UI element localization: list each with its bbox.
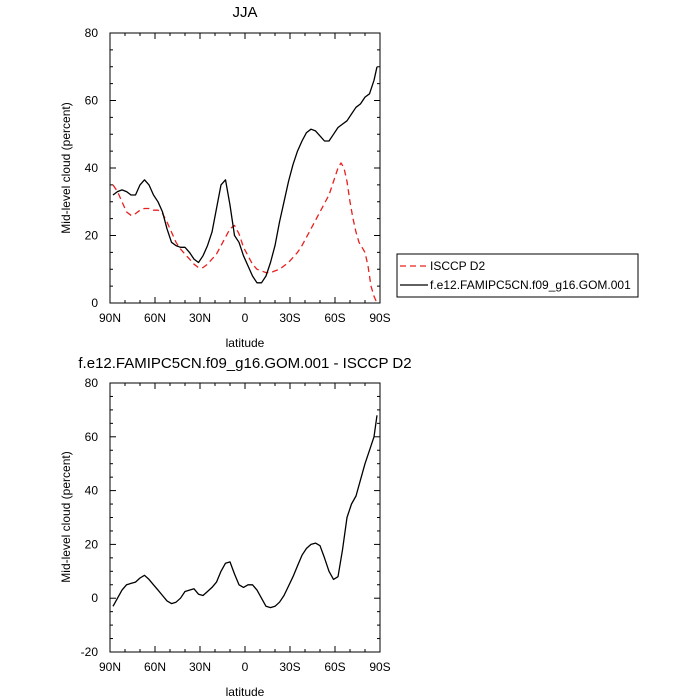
top-y-tick-label: 60 — [85, 94, 99, 108]
top-plot-frame — [109, 32, 381, 304]
bottom-panel: f.e12.FAMIPC5CN.f09_g16.GOM.001 - ISCCP … — [59, 355, 412, 699]
bottom-x-tick-label: 90N — [99, 660, 121, 674]
bottom-y-tick-label: 20 — [85, 537, 99, 551]
top-series-line-1 — [112, 162, 378, 304]
bottom-y-tick-label: -20 — [81, 645, 99, 659]
bottom-y-axis-label: Mid-level cloud (percent) — [59, 451, 73, 582]
bottom-x-tick-label: 30N — [189, 660, 211, 674]
top-x-axis-label: latitude — [226, 336, 265, 350]
top-panel: JJA 90N 60N 30N 0 30S 60S 90S 0 20 40 60 80 latitud… — [59, 4, 391, 350]
top-x-tick-label: 30N — [189, 311, 211, 325]
bottom-plot-area: 90N 60N 30N 0 30S 60S 90S -20 0 20 40 60 80 — [81, 376, 391, 674]
top-x-tick-label: 60N — [144, 311, 166, 325]
bottom-y-tick-label: 60 — [85, 430, 99, 444]
legend-label-model: f.e12.FAMIPC5CN.f09_g16.GOM.001 — [430, 278, 631, 292]
top-x-tick-label: 60S — [324, 311, 345, 325]
bottom-x-tick-label: 90S — [369, 660, 390, 674]
top-y-axis-label: Mid-level cloud (percent) — [59, 102, 73, 233]
bottom-x-tick-label: 60S — [324, 660, 345, 674]
top-plot-area: 90N 60N 30N 0 30S 60S 90S 0 20 40 60 80 — [85, 26, 391, 325]
bottom-series-line-1 — [112, 415, 378, 609]
bottom-x-tick-label: 0 — [242, 660, 249, 674]
legend-label-isccp: ISCCP D2 — [430, 259, 485, 273]
bottom-y-tick-label: 40 — [85, 484, 99, 498]
top-x-tick-label: 90S — [369, 311, 390, 325]
bottom-y-tick-label: 0 — [91, 591, 98, 605]
top-chart-title: JJA — [232, 4, 257, 21]
legend-box — [396, 253, 639, 298]
bottom-y-tick-label: 80 — [85, 376, 99, 390]
bottom-chart-title: f.e12.FAMIPC5CN.f09_g16.GOM.001 - ISCCP … — [78, 355, 411, 372]
top-y-tick-label: 80 — [85, 26, 99, 40]
top-x-tick-label: 0 — [242, 311, 249, 325]
bottom-x-tick-label: 30S — [279, 660, 300, 674]
bottom-plot-frame — [109, 382, 381, 653]
top-y-tick-label: 20 — [85, 229, 99, 243]
top-y-tick-label: 0 — [91, 296, 98, 310]
top-x-tick-label: 90N — [99, 311, 121, 325]
top-y-tick-label: 40 — [85, 161, 99, 175]
top-x-tick-label: 30S — [279, 311, 300, 325]
top-series-line-2 — [112, 66, 378, 284]
bottom-x-axis-label: latitude — [226, 685, 265, 699]
legend: ISCCP D2 f.e12.FAMIPC5CN.f09_g16.GOM.001 — [396, 253, 639, 298]
bottom-x-tick-label: 60N — [144, 660, 166, 674]
